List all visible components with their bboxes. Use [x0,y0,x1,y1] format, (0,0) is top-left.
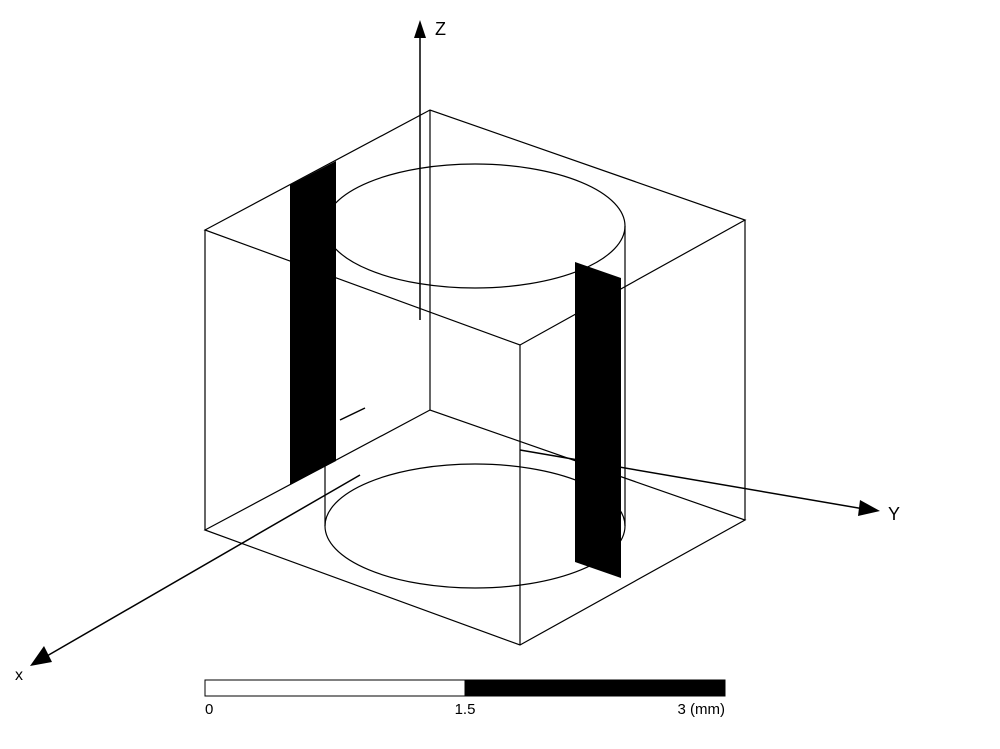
x-axis: x [15,475,360,684]
diagram-canvas: Z Y x [0,0,1000,749]
cube-wireframe [205,110,745,645]
x-axis-label: x [15,667,23,684]
scale-tick-2: 3 (mm) [678,701,726,718]
z-axis-label: Z [435,19,446,39]
y-axis-label: Y [888,504,900,524]
scale-tick-1: 1.5 [455,701,476,718]
scale-tick-0: 0 [205,701,213,718]
scale-bar: 0 1.5 3 (mm) [205,680,725,718]
black-panels [290,161,621,578]
minor-tick [340,408,365,420]
